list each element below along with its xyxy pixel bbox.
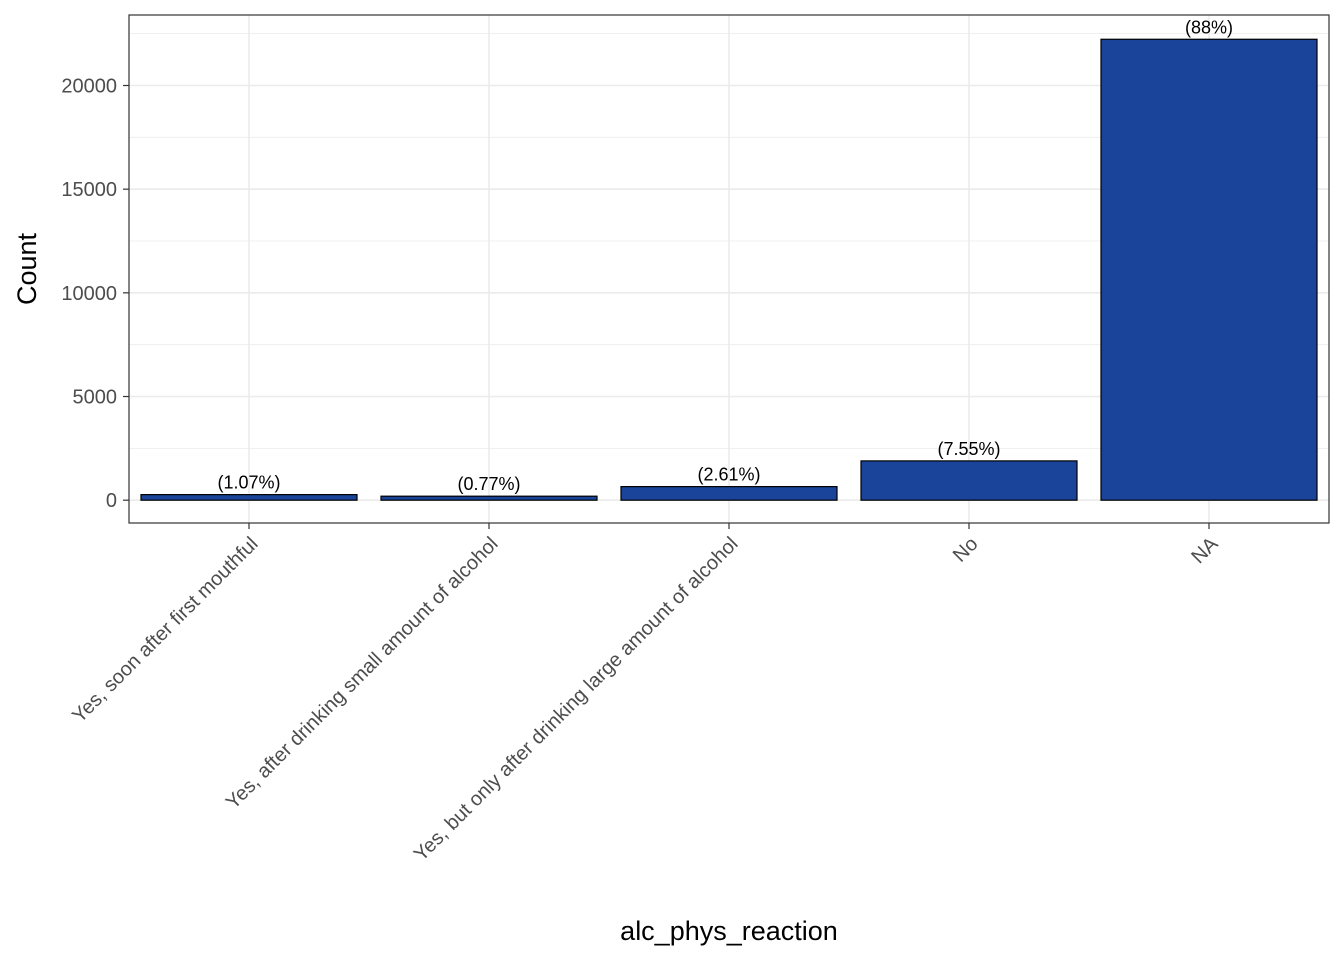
data-label: (0.77%): [457, 474, 520, 494]
x-tick-label: No: [949, 533, 983, 567]
data-label: (2.61%): [697, 465, 760, 485]
bar: [1100, 38, 1318, 501]
y-tick-label: 20000: [61, 75, 117, 97]
bar: [860, 460, 1078, 501]
bar: [620, 486, 838, 501]
bars: [140, 38, 1318, 501]
y-tick-label: 15000: [61, 179, 117, 201]
y-tick-label: 5000: [73, 387, 118, 409]
x-tick-label: Yes, soon after first mouthful: [68, 533, 262, 727]
data-labels: (1.07%) (0.77%) (2.61%) (7.55%) (88%): [217, 17, 1233, 494]
y-axis-title: Count: [12, 232, 42, 305]
data-label: (7.55%): [937, 439, 1000, 459]
y-tick-label: 10000: [61, 283, 117, 305]
data-label: (88%): [1185, 17, 1233, 37]
x-tick-label: Yes, after drinking small amount of alco…: [222, 533, 503, 814]
y-tick-label: 0: [106, 490, 117, 512]
x-axis-title: alc_phys_reaction: [620, 916, 838, 946]
y-axis: 0 5000 10000 15000 20000: [61, 75, 129, 512]
bar: [140, 494, 358, 501]
bar: [380, 495, 598, 501]
x-tick-label: NA: [1187, 533, 1223, 569]
data-label: (1.07%): [217, 473, 280, 493]
